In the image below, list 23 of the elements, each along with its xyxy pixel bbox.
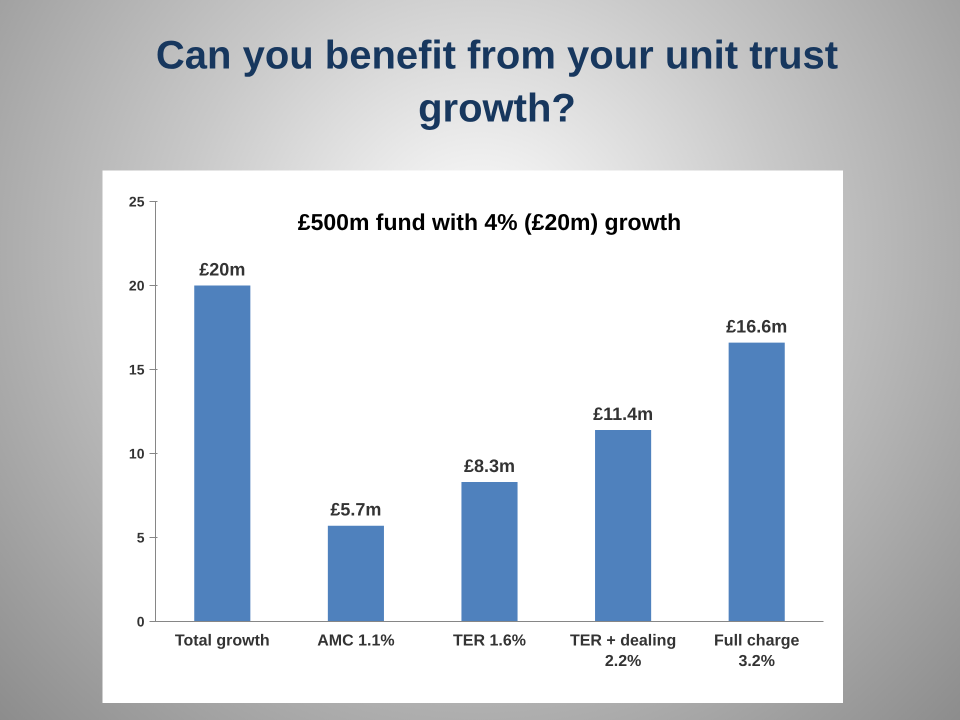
x-tick-label: Total growth <box>174 632 270 650</box>
data-label: £8.3m <box>464 456 516 476</box>
x-tick-label: AMC 1.1% <box>317 632 395 650</box>
x-tick-label: TER + dealing 2.2% <box>570 632 676 670</box>
y-tick-label: 25 <box>128 194 145 210</box>
y-tick-label: 15 <box>128 362 145 378</box>
bar <box>728 342 785 622</box>
y-tick-label: 0 <box>136 614 145 630</box>
bar <box>328 526 384 622</box>
bar <box>461 482 518 622</box>
chart-title: Can you benefit from your unit trust growth? <box>156 34 838 130</box>
data-label: £5.7m <box>330 500 382 520</box>
data-label: £11.4m <box>593 404 654 424</box>
bar <box>194 286 250 622</box>
y-tick-label: 20 <box>128 278 145 294</box>
y-tick-label: 10 <box>128 446 145 462</box>
data-label: £20m <box>199 260 246 280</box>
x-tick-label: Full charge 3.2% <box>714 632 800 670</box>
x-tick-label: TER 1.6% <box>453 632 526 650</box>
data-label: £16.6m <box>726 316 788 337</box>
y-tick-label: 5 <box>136 530 145 546</box>
annotation: £500m fund with 4% (£20m) growth <box>298 209 682 236</box>
bar <box>595 430 652 622</box>
